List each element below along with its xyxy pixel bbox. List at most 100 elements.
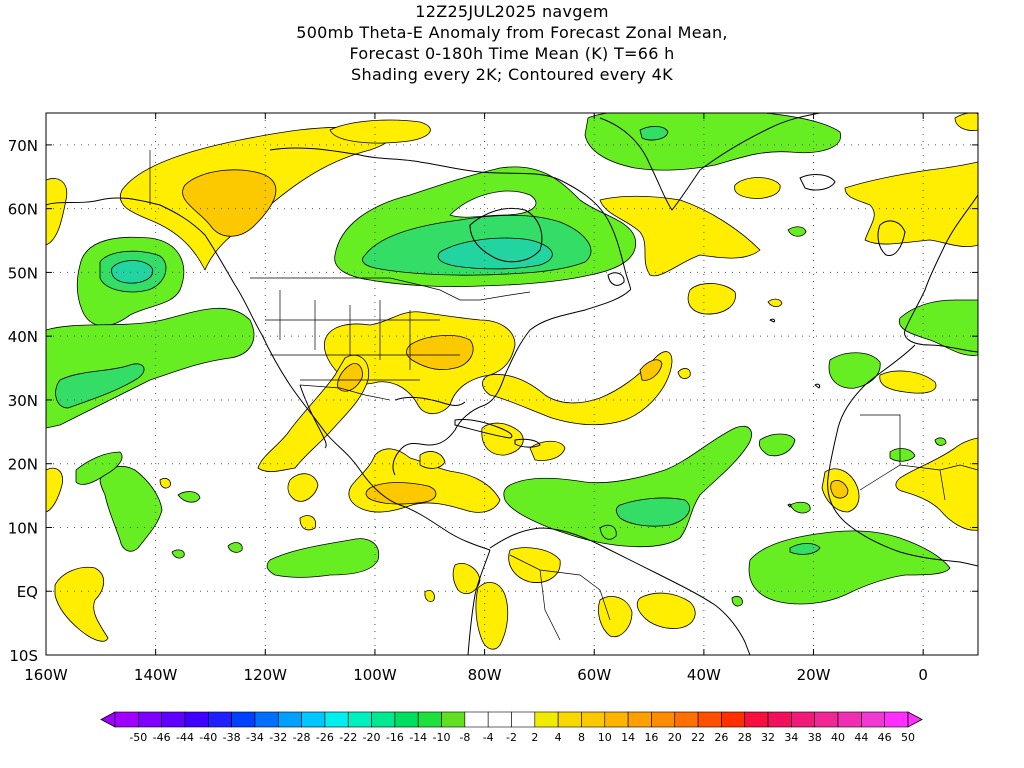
lat-tick-label: 30N (8, 392, 38, 410)
anomaly-region-central-pacific-core (55, 363, 145, 409)
lon-tick-label: 80W (468, 666, 502, 684)
colorbar-label: 34 (784, 731, 798, 744)
map-plot-area (46, 113, 978, 655)
lon-tick-label: 40W (687, 666, 721, 684)
anomaly-region-e-pacific-dot2 (171, 549, 185, 559)
colorbar-label: 46 (878, 731, 892, 744)
colorbar-swatch (371, 711, 396, 728)
lat-tick-label: 20N (8, 456, 38, 474)
colorbar-label: 28 (738, 731, 752, 744)
anomaly-region-sa-small (424, 590, 435, 602)
anomaly-region-sa-warm2 (452, 563, 481, 594)
anomaly-region-atl-blob3 (767, 298, 783, 308)
coast-british-isles (877, 220, 906, 257)
coast-azores (769, 318, 776, 323)
colorbar-label: 32 (761, 731, 775, 744)
chart-title-line-1: 12Z25JUL2025 navgem (415, 2, 609, 21)
colorbar: -50 -46 -44 -40 -38 -34 -32 -28 -26 -22 -20 -16 -14-… (100, 711, 923, 744)
anomaly-region-sahara-small (934, 437, 947, 446)
colorbar-label: 22 (691, 731, 705, 744)
colorbar-swatch (324, 711, 349, 728)
coast-north-america-east (392, 289, 631, 476)
colorbar-arrow-left (100, 711, 116, 728)
chart-title-line-4: Shading every 2K; Contoured every 4K (351, 65, 673, 84)
border-africa (859, 414, 978, 501)
anomaly-region-europe-warm (844, 161, 978, 248)
colorbar-swatch (627, 711, 652, 728)
colorbar-label: 14 (621, 731, 635, 744)
colorbar-label: -38 (223, 731, 241, 744)
coast-cape-verde (787, 503, 792, 508)
anomaly-region-tropical-atl-small (789, 501, 811, 514)
colorbar-label: 50 (901, 731, 915, 744)
anomaly-region-tropical-atlantic-core (615, 497, 690, 527)
anomaly-region-west-africa-core (830, 480, 849, 499)
colorbar-swatch (884, 711, 909, 728)
anomaly-region-tropical-atl-east (758, 433, 796, 457)
anomaly-region-sahel-warm (895, 437, 978, 531)
country-borders (149, 150, 978, 641)
colorbar-swatch (814, 711, 839, 728)
colorbar-swatch (277, 711, 302, 728)
coast-north-america-west (46, 197, 491, 551)
coast-iceland (799, 174, 836, 191)
anomaly-region-nw-africa-cool (828, 352, 881, 389)
anomaly-region-iberia-cool (898, 299, 978, 356)
lon-tick-label: 60W (577, 666, 611, 684)
anomaly-region-beaufort (329, 119, 431, 144)
colorbar-swatch (464, 711, 489, 728)
axis-labels: 160W 140W 120W 100W 80W 60W 40W 20W 0 70N 60N 50N 40… (8, 113, 978, 684)
colorbar-swatch (791, 711, 816, 728)
colorbar-label: -46 (153, 731, 171, 744)
plot-frame (45, 112, 979, 656)
coast-canary (814, 383, 821, 389)
colorbar-swatch (604, 711, 629, 728)
anomaly-region-atl-blob2 (687, 283, 736, 315)
colorbar-label: 44 (854, 731, 868, 744)
colorbar-swatch (394, 711, 419, 728)
anomaly-region-sargasso (677, 368, 691, 380)
colorbar-label: 8 (578, 731, 585, 744)
anomaly-region-e-pacific-dot1 (227, 542, 243, 553)
anomaly-region-ne-pacific-center (111, 260, 154, 284)
anomaly-region-ne-corner (954, 113, 978, 131)
colorbar-label: -44 (176, 731, 194, 744)
coast-sa-west (467, 549, 491, 655)
colorbar-label: -34 (246, 731, 264, 744)
anomaly-region-nw-edge (46, 178, 68, 246)
anomaly-region-usa-core (406, 335, 474, 370)
anomaly-region-pacific-tropic-cool2 (75, 451, 123, 485)
anomaly-region-baja-warm (287, 473, 319, 502)
colorbar-label: -2 (506, 731, 517, 744)
lat-tick-label: 10N (8, 519, 38, 537)
anomaly-region-atl-sw-cool (731, 596, 743, 607)
colorbar-label: -40 (199, 731, 217, 744)
colorbar-swatch (534, 711, 559, 728)
chart-title-line-3: Forecast 0-180h Time Mean (K) T=66 h (349, 44, 675, 63)
colorbar-label: -4 (483, 731, 494, 744)
coast-cuba (454, 419, 513, 439)
anomaly-region-e-pacific-cool (266, 538, 380, 578)
coast-gulf-mexico (394, 396, 466, 406)
colorbar-label: -22 (339, 731, 357, 744)
colorbar-swatch (837, 711, 862, 728)
coast-baja (299, 384, 327, 449)
colorbar-label: -28 (293, 731, 311, 744)
colorbar-label: 16 (644, 731, 658, 744)
lon-tick-label: 160W (24, 666, 68, 684)
anomaly-region-mexico-pac (299, 515, 317, 531)
anomaly-region-sa-warm1 (508, 547, 561, 583)
anomaly-region-n-atlantic (599, 195, 761, 277)
coast-south-america (489, 527, 751, 655)
anomaly-region-sahara-cool (889, 448, 916, 462)
colorbar-swatch (184, 711, 209, 728)
colorbar-label: 20 (668, 731, 682, 744)
anomaly-region-pacific-west-warm (46, 467, 63, 513)
colorbar-swatch (651, 711, 676, 728)
lon-tick-label: 0 (918, 666, 928, 684)
border-us-states-h (265, 319, 460, 381)
colorbar-label: 10 (598, 731, 612, 744)
lat-tick-label: 50N (8, 264, 38, 282)
anomaly-region-sa-cool (599, 524, 617, 540)
